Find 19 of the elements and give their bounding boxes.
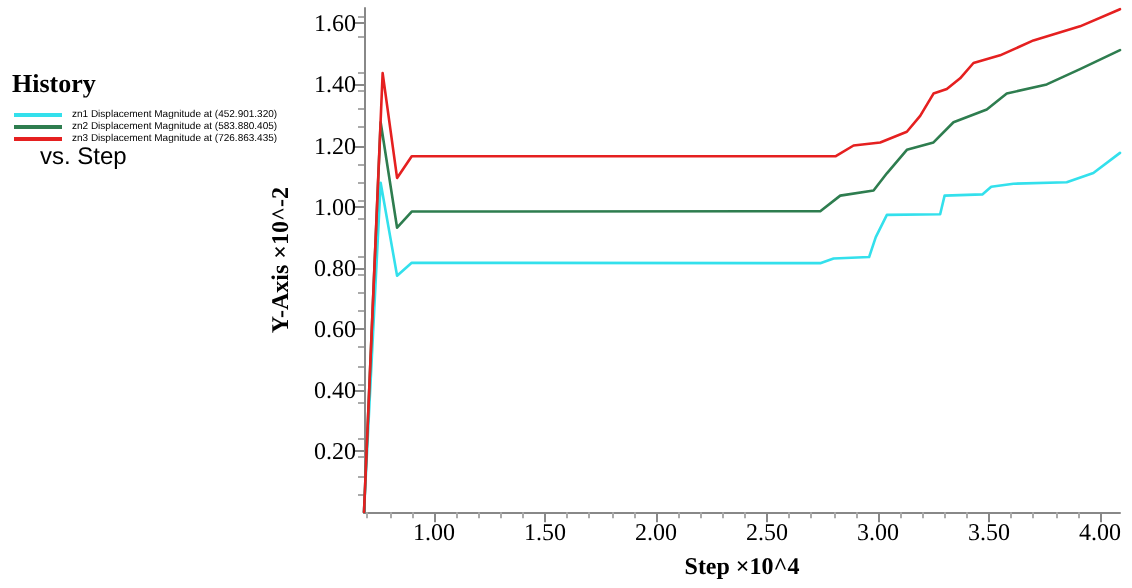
x-tick-label: 3.00 — [856, 518, 899, 547]
y-axis-title: Y-Axis ×10^-2 — [266, 187, 295, 334]
y-tick-label: 0.60 — [314, 314, 356, 343]
y-tick-label: 1.40 — [314, 70, 356, 99]
x-tick-label: 1.00 — [412, 518, 455, 547]
y-tick-label: 0.80 — [314, 253, 356, 282]
y-tick-label: 1.20 — [314, 131, 356, 160]
x-tick-label: 2.00 — [634, 518, 677, 547]
x-tick-label: 4.00 — [1079, 518, 1122, 547]
y-tick-label: 1.00 — [314, 192, 356, 221]
y-tick-label: 0.40 — [314, 375, 356, 404]
x-tick-label: 3.50 — [968, 518, 1010, 547]
legend-title: History — [12, 68, 97, 98]
x-axis-title: Step ×10^4 — [684, 552, 800, 580]
x-tick-label: 1.50 — [523, 518, 566, 547]
y-tick-label: 1.60 — [314, 9, 356, 38]
text: vs. Step — [40, 142, 128, 170]
y-tick-label: 0.20 — [314, 437, 356, 466]
x-tick-label: 2.50 — [745, 518, 788, 547]
